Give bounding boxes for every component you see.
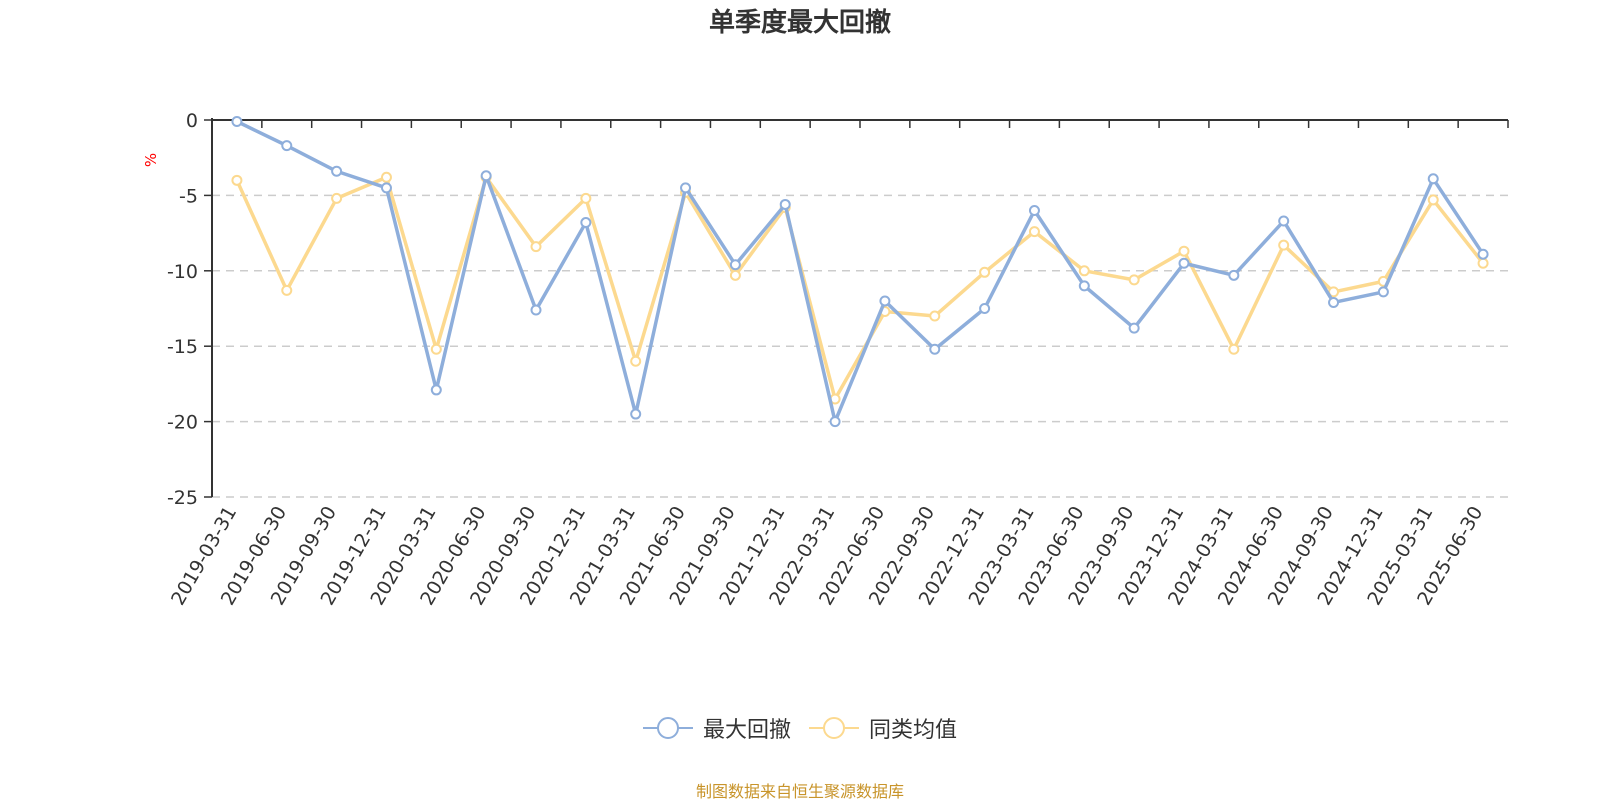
data-point-1 xyxy=(231,174,243,186)
data-point-1 xyxy=(430,343,442,355)
data-point-1 xyxy=(281,284,293,296)
legend-label-drawdown: 最大回撤 xyxy=(702,718,791,743)
y-tick-label: -10 xyxy=(167,261,198,283)
data-point-1 xyxy=(729,269,741,281)
data-point-0 xyxy=(979,303,991,314)
source-note: 制图数据来自恒生聚源数据库 xyxy=(695,782,904,801)
legend: 最大回撤 同类均值 xyxy=(0,712,1600,744)
data-point-0 xyxy=(1477,248,1489,260)
data-point-1 xyxy=(1278,239,1290,251)
data-point-0 xyxy=(680,182,692,194)
data-point-0 xyxy=(1377,286,1389,298)
data-point-1 xyxy=(1078,265,1090,277)
data-point-0 xyxy=(281,140,293,152)
data-point-1 xyxy=(580,192,592,204)
data-point-0 xyxy=(879,295,891,307)
data-point-1 xyxy=(1178,245,1190,257)
data-point-1 xyxy=(1028,226,1040,238)
data-point-1 xyxy=(530,241,542,253)
data-point-0 xyxy=(929,343,941,355)
legend-item-drawdown[interactable]: 最大回撤 xyxy=(642,712,791,744)
y-tick-label: -15 xyxy=(167,336,198,358)
data-point-1 xyxy=(1477,257,1489,269)
y-tick-label: -5 xyxy=(179,185,198,207)
data-point-0 xyxy=(729,259,741,271)
data-point-0 xyxy=(430,384,442,396)
data-point-1 xyxy=(630,355,642,367)
legend-item-peer-average[interactable]: 同类均值 xyxy=(809,712,957,744)
series-layer xyxy=(231,116,1489,428)
data-point-0 xyxy=(1178,257,1190,269)
data-point-0 xyxy=(630,408,642,420)
y-tick-label: -25 xyxy=(167,487,198,509)
data-point-0 xyxy=(231,116,243,128)
data-point-0 xyxy=(1028,204,1040,216)
legend-line-circle-icon xyxy=(642,717,693,739)
data-point-1 xyxy=(380,171,392,183)
data-point-0 xyxy=(480,170,492,182)
data-point-0 xyxy=(1328,296,1340,308)
legend-label-peer-average: 同类均值 xyxy=(869,718,958,743)
data-point-1 xyxy=(331,192,343,204)
data-point-0 xyxy=(331,165,343,177)
data-point-0 xyxy=(380,182,392,194)
data-point-1 xyxy=(1128,274,1140,286)
data-point-0 xyxy=(829,416,841,428)
data-point-0 xyxy=(1128,322,1140,334)
data-point-0 xyxy=(779,198,791,210)
grid-layer xyxy=(212,194,1508,498)
data-point-0 xyxy=(1427,173,1439,185)
chart-title: 单季度最大回撤 xyxy=(708,8,891,38)
series-line-0 xyxy=(236,119,1485,424)
data-point-1 xyxy=(979,266,991,278)
data-point-1 xyxy=(1228,343,1240,355)
data-point-1 xyxy=(929,310,941,322)
data-point-0 xyxy=(1228,269,1240,281)
y-tick-label: -20 xyxy=(167,412,198,434)
legend-line-circle-icon xyxy=(809,717,859,739)
y-axis-unit-label: % xyxy=(142,153,160,167)
data-point-0 xyxy=(580,217,592,229)
data-point-0 xyxy=(530,304,542,316)
data-point-1 xyxy=(1427,194,1439,206)
data-point-0 xyxy=(1078,280,1090,292)
data-point-0 xyxy=(1278,215,1290,227)
series-line-1 xyxy=(235,175,1485,401)
y-tick-label: 0 xyxy=(186,110,198,132)
